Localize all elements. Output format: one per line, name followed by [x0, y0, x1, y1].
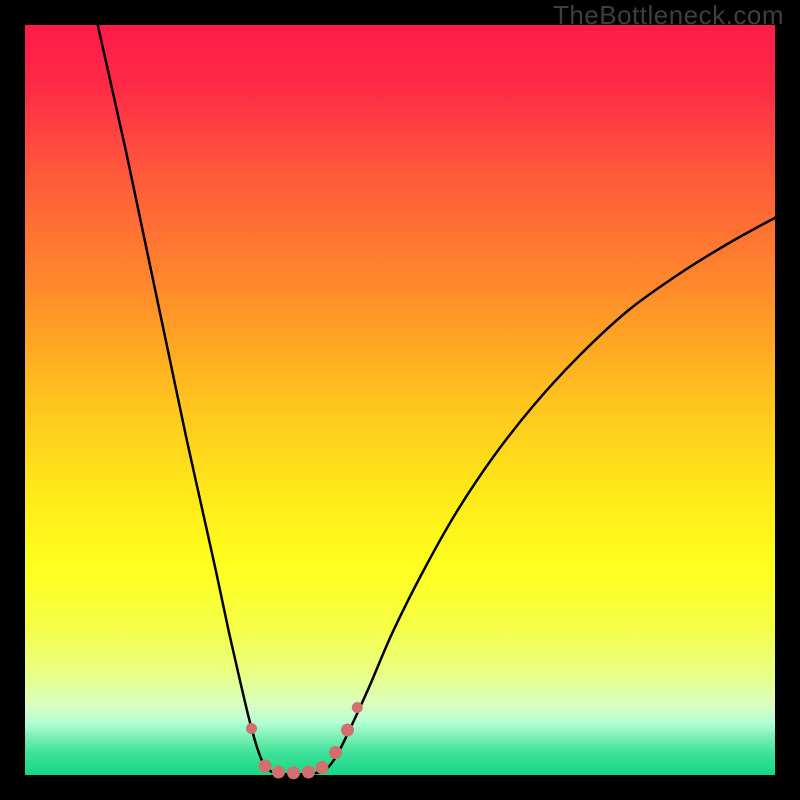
marker-dot — [341, 724, 354, 737]
marker-dot — [302, 766, 315, 779]
marker-dot — [259, 760, 272, 773]
marker-dot — [246, 723, 257, 734]
marker-dot — [352, 702, 363, 713]
marker-dot — [287, 766, 300, 779]
marker-dot — [272, 766, 285, 779]
marker-dot — [316, 761, 329, 774]
marker-dot — [329, 746, 342, 759]
bottleneck-chart — [0, 0, 800, 800]
plot-background — [25, 25, 775, 775]
watermark-text: TheBottleneck.com — [553, 0, 784, 31]
